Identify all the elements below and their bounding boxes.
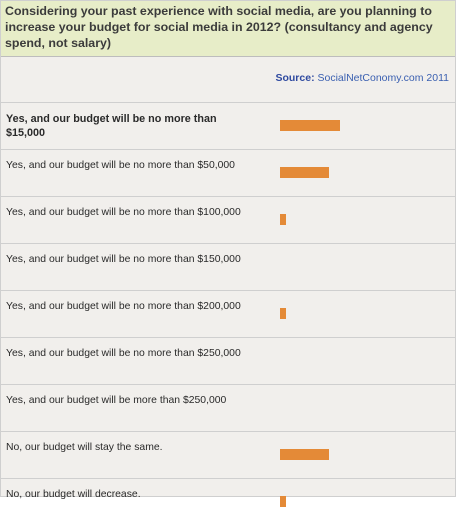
chart-title: Considering your past experience with so… (5, 4, 433, 50)
chart-row: Yes, and our budget will be no more than… (1, 102, 455, 149)
category-label: Yes, and our budget will be no more than… (6, 207, 241, 218)
bar-track (280, 167, 440, 178)
chart-row: Yes, and our budget will be no more than… (1, 290, 455, 337)
bar (280, 449, 329, 460)
chart-row: No, our budget will stay the same. (1, 431, 455, 478)
bar-track (280, 402, 440, 413)
bar (280, 214, 286, 225)
chart-row: Yes, and our budget will be no more than… (1, 149, 455, 196)
category-label: No, our budget will stay the same. (6, 442, 163, 453)
bar (280, 167, 329, 178)
bar-track (280, 261, 440, 272)
category-label: Yes, and our budget will be no more than… (6, 254, 241, 265)
chart-row: Yes, and our budget will be no more than… (1, 196, 455, 243)
bar-track (280, 120, 440, 131)
source-value: SocialNetConomy.com 2011 (317, 72, 449, 84)
bar-track (280, 496, 440, 507)
source-label: Source: (275, 72, 315, 84)
bar (280, 120, 340, 131)
category-label: Yes, and our budget will be no more than… (6, 113, 217, 139)
category-label: Yes, and our budget will be more than $2… (6, 395, 227, 406)
source-note: Source: SocialNetConomy.com 2011 (275, 72, 449, 84)
chart-frame: Considering your past experience with so… (0, 0, 456, 507)
category-label: Yes, and our budget will be no more than… (6, 160, 235, 171)
bar (280, 496, 286, 507)
bar (280, 308, 286, 319)
bar-track (280, 308, 440, 319)
bar-track (280, 214, 440, 225)
chart-header: Considering your past experience with so… (1, 1, 455, 57)
category-label: Yes, and our budget will be no more than… (6, 348, 241, 359)
bar-rows: Yes, and our budget will be no more than… (1, 102, 455, 526)
bar-track (280, 355, 440, 366)
category-label: Yes, and our budget will be no more than… (6, 301, 241, 312)
chart-row: No, our budget will decrease. (1, 478, 455, 526)
chart-row: Yes, and our budget will be no more than… (1, 337, 455, 384)
bar-track (280, 449, 440, 460)
chart-row: Yes, and our budget will be more than $2… (1, 384, 455, 431)
chart-row: Yes, and our budget will be no more than… (1, 243, 455, 290)
category-label: No, our budget will decrease. (6, 489, 141, 500)
